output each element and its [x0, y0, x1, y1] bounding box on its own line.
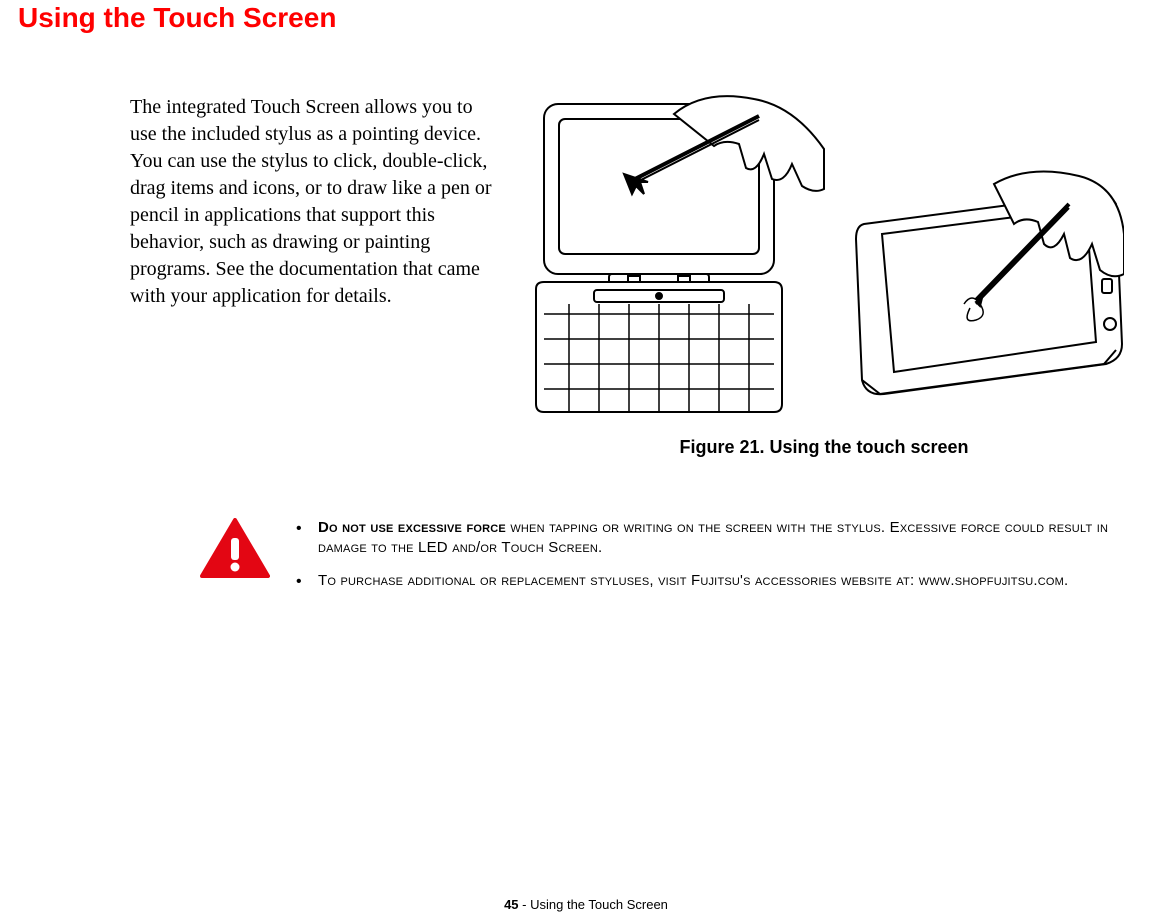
warning-item-1-bold: Do not use excessive force: [318, 519, 506, 536]
footer-separator: -: [519, 897, 531, 912]
figure-block: Figure 21. Using the touch screen: [524, 94, 1124, 458]
body-paragraph: The integrated Touch Screen allows you t…: [130, 94, 500, 310]
touch-screen-illustration: [524, 94, 1124, 414]
page-number: 45: [504, 897, 518, 912]
warning-item-2: To purchase additional or replacement st…: [296, 571, 1126, 591]
warning-item-1: Do not use excessive force when tapping …: [296, 518, 1126, 559]
warning-list: Do not use excessive force when tapping …: [296, 518, 1126, 603]
figure-caption: Figure 21. Using the touch screen: [524, 437, 1124, 458]
warning-block: Do not use excessive force when tapping …: [0, 518, 1172, 603]
content-row: The integrated Touch Screen allows you t…: [0, 94, 1172, 458]
page-footer: 45 - Using the Touch Screen: [0, 897, 1172, 912]
footer-section: Using the Touch Screen: [530, 897, 668, 912]
warning-triangle-icon: [200, 518, 270, 580]
page-heading: Using the Touch Screen: [0, 0, 1172, 34]
